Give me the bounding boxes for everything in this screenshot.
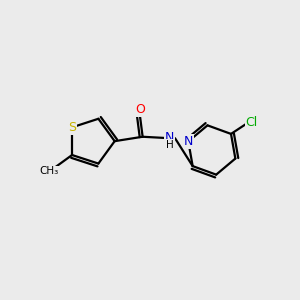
- Text: S: S: [68, 121, 76, 134]
- Text: O: O: [135, 103, 145, 116]
- Text: H: H: [166, 140, 174, 150]
- Text: CH₃: CH₃: [40, 167, 59, 176]
- Text: N: N: [184, 135, 193, 148]
- Text: Cl: Cl: [246, 116, 258, 129]
- Text: N: N: [165, 130, 174, 143]
